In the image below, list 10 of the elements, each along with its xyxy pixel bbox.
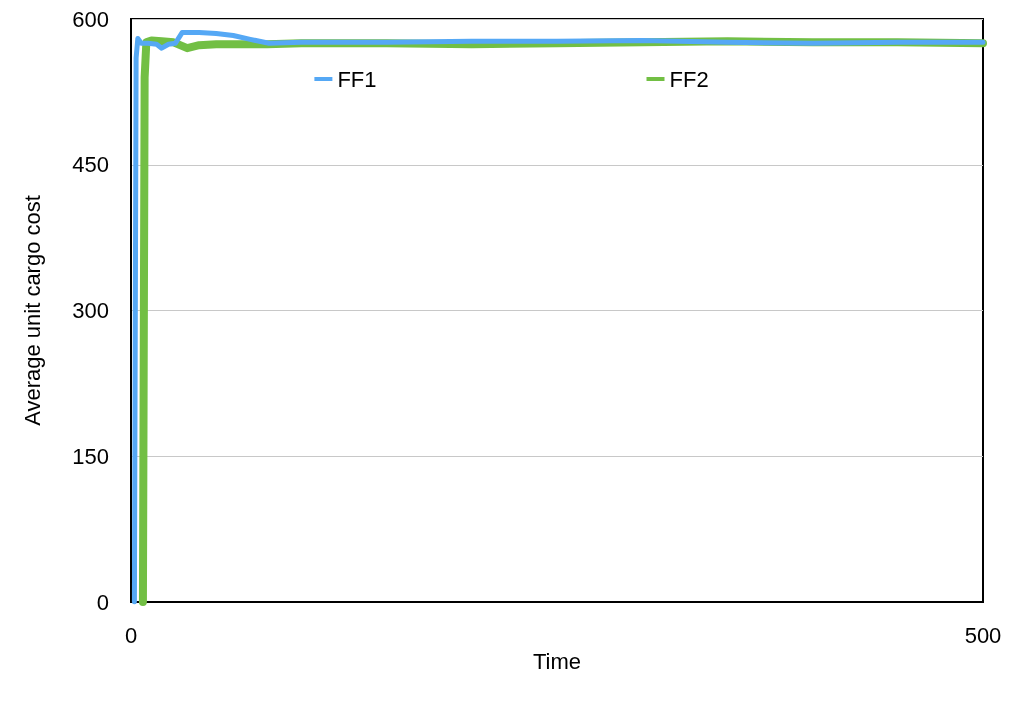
legend-label: FF1 <box>337 66 377 92</box>
y-tick-label: 300 <box>72 298 109 323</box>
x-tick-label: 500 <box>964 622 1002 648</box>
legend-label: FF2 <box>669 66 709 92</box>
y-tick-label: 150 <box>72 443 109 469</box>
y-tick-label: 600 <box>72 6 109 32</box>
y-tick-label: 0 <box>96 589 109 615</box>
y-tick-label: 450 <box>72 152 109 178</box>
x-axis-title: Time <box>532 649 582 675</box>
y-axis-title: Average unit cargo cost <box>19 195 45 426</box>
